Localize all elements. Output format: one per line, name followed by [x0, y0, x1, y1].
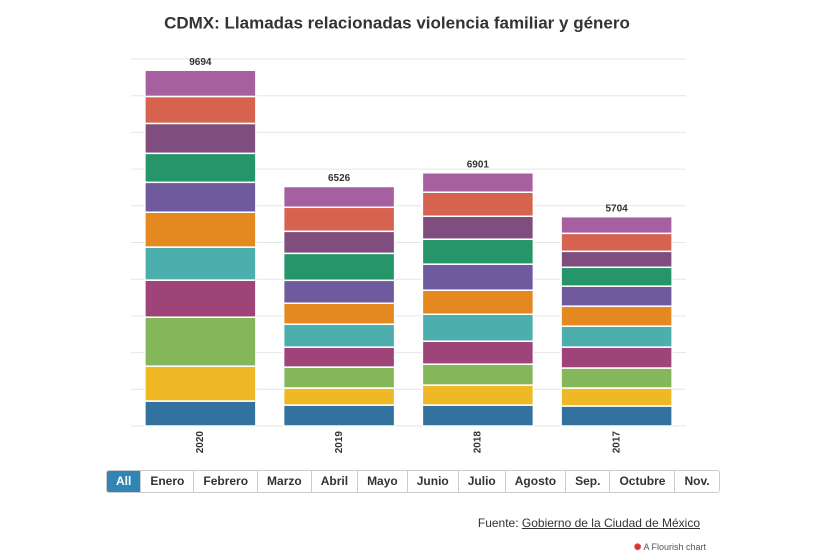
credit-text: A Flourish chart: [643, 542, 706, 552]
filter-button[interactable]: Febrero: [193, 471, 258, 492]
bar-segment: [282, 323, 396, 348]
filter-button[interactable]: Mayo: [357, 471, 407, 492]
bar-segment: [560, 215, 673, 235]
bar-segment: [560, 305, 673, 327]
bar-segment: [421, 263, 535, 291]
bar-segment: [282, 185, 396, 209]
bar-segment: [560, 325, 673, 348]
source: Fuente: Gobierno de la Ciudad de México: [478, 516, 700, 530]
chart: CDMX: Llamadas relacionadas violencia fa…: [131, 13, 686, 454]
bar-segment: [282, 387, 396, 406]
bar-segment: [421, 313, 535, 342]
bar-segment: [144, 279, 257, 318]
bar-segment: [421, 191, 535, 218]
bar-segment: [421, 340, 535, 365]
bar-segment: [282, 252, 396, 282]
bar-segment: [144, 316, 257, 367]
bar-segment: [282, 346, 396, 368]
bar-segment: [282, 404, 396, 427]
credit: ✺ A Flourish chart: [633, 542, 706, 552]
bar-segment: [144, 95, 257, 125]
bar-segment: [421, 384, 535, 406]
bar-segment: [560, 405, 673, 427]
bar-segment: [421, 238, 535, 265]
x-tick-label: 2020: [195, 431, 206, 454]
chart-title: CDMX: Llamadas relacionadas violencia fa…: [164, 13, 630, 32]
bar-segment: [282, 206, 396, 233]
filter-button[interactable]: Marzo: [257, 471, 311, 492]
bar-segment: [560, 387, 673, 407]
filter-button[interactable]: Abril: [310, 471, 358, 492]
bar-segment: [144, 69, 257, 98]
bar-segment: [144, 400, 257, 427]
filter-button[interactable]: Junio: [406, 471, 458, 492]
bar-segment: [560, 367, 673, 389]
bar-segment: [560, 346, 673, 369]
bar-segment: [144, 246, 257, 281]
bar-segment: [560, 232, 673, 253]
bar-segment: [282, 230, 396, 255]
source-prefix: Fuente:: [477, 516, 522, 530]
bar-segment: [560, 285, 673, 307]
filter-button[interactable]: Sep.: [565, 471, 610, 492]
bar-segment: [421, 363, 535, 386]
total-label: 6901: [467, 159, 490, 170]
filter-button[interactable]: Octubre: [609, 471, 675, 492]
bar-segment: [144, 122, 257, 155]
x-tick-label: 2019: [334, 431, 345, 454]
filter-button[interactable]: Agosto: [504, 471, 566, 492]
source-link[interactable]: Gobierno de la Ciudad de México: [521, 516, 700, 530]
bar-segment: [560, 266, 673, 287]
filter-button[interactable]: Enero: [140, 471, 194, 492]
bar-segment: [282, 279, 396, 304]
bar-segment: [421, 404, 535, 427]
bar-segment: [421, 289, 535, 315]
bar-segment: [560, 250, 673, 269]
total-label: 5704: [606, 203, 629, 214]
x-tick-label: 2017: [611, 431, 622, 454]
filter-bar: All Enero Febrero Marzo Abril Mayo Junio Julio A…: [106, 470, 720, 493]
bar-segment: [144, 181, 257, 213]
filter-button[interactable]: Julio: [457, 471, 505, 492]
total-label: 6526: [328, 173, 351, 184]
bar-segment: [144, 152, 257, 184]
bar-segment: [282, 302, 396, 325]
total-label: 9694: [189, 57, 212, 68]
bar-segment: [421, 215, 535, 240]
bar-segment: [144, 365, 257, 402]
bar-segment: [421, 171, 535, 193]
x-tick-label: 2018: [473, 431, 484, 454]
filter-button[interactable]: All: [107, 471, 141, 492]
bar-segment: [282, 366, 396, 389]
filter-button[interactable]: Nov.: [674, 471, 719, 492]
bar-segment: [144, 211, 257, 248]
